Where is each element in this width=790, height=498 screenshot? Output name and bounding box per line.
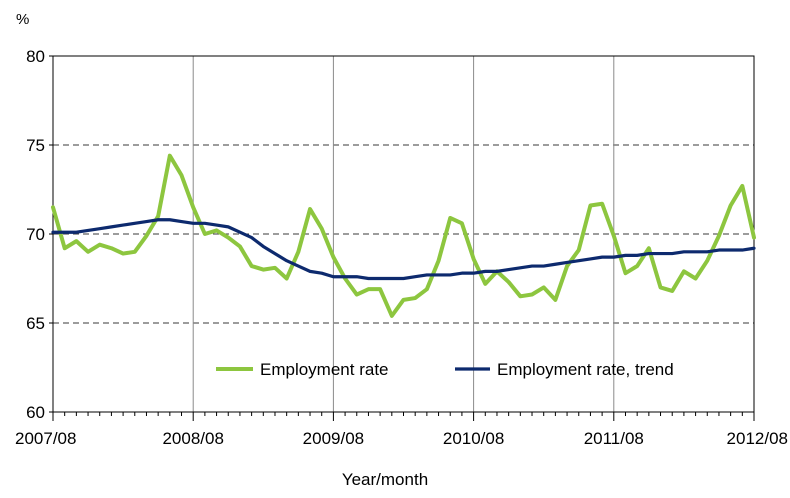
y-tick-label-60: 60: [26, 403, 45, 422]
y-tick-label-65: 65: [26, 314, 45, 333]
x-tick-label-2007/08: 2007/08: [15, 429, 76, 448]
legend-label-1: Employment rate, trend: [497, 360, 674, 379]
legend-label-0: Employment rate: [260, 360, 389, 379]
x-tick-label-2010/08: 2010/08: [443, 429, 504, 448]
x-tick-label-2012/08: 2012/08: [727, 429, 788, 448]
x-tick-label-2008/08: 2008/08: [162, 429, 223, 448]
y-tick-label-80: 80: [26, 47, 45, 66]
y-tick-label-75: 75: [26, 136, 45, 155]
y-unit-label: %: [16, 11, 29, 28]
x-tick-label-2009/08: 2009/08: [303, 429, 364, 448]
x-axis-title: Year/month: [342, 470, 428, 489]
y-tick-label-70: 70: [26, 225, 45, 244]
x-tick-label-2011/08: 2011/08: [584, 429, 644, 448]
